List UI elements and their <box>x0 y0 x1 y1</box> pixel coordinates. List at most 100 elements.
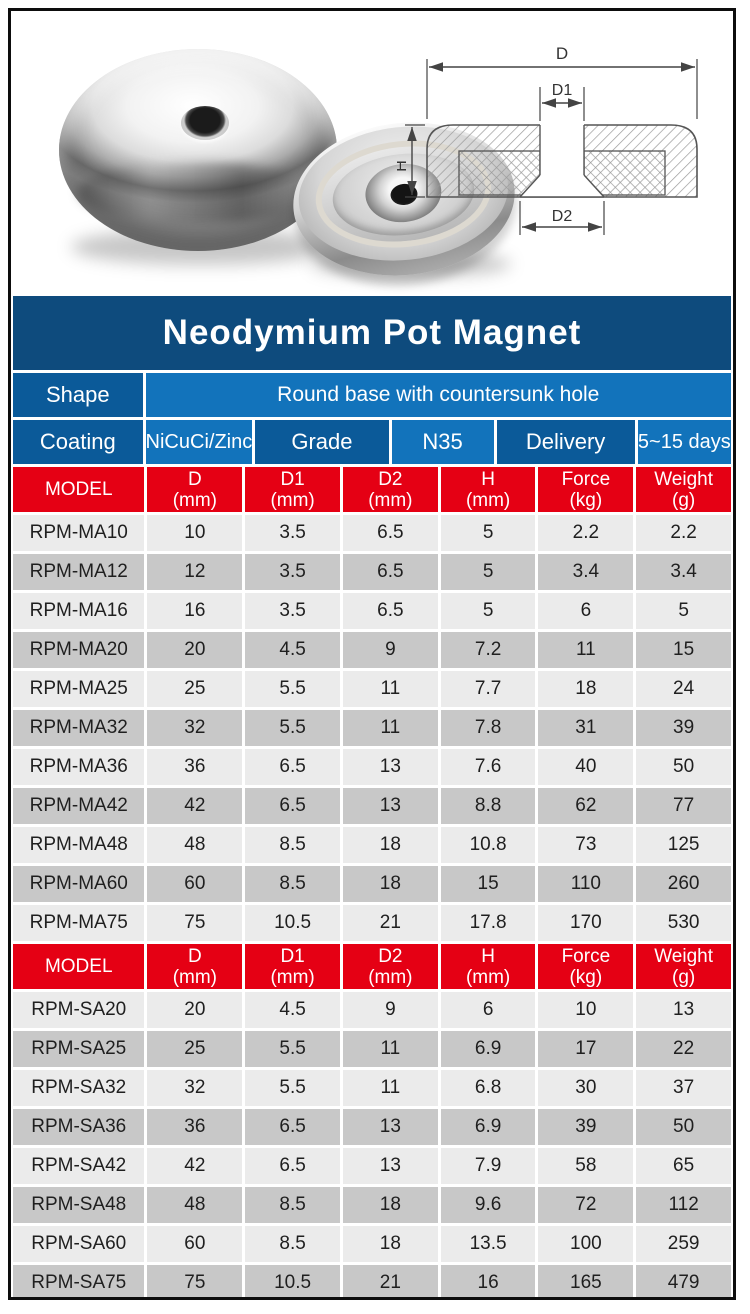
value-cell: 13 <box>342 749 438 785</box>
value-cell: 6.5 <box>245 788 340 824</box>
model-cell: RPM-SA20 <box>13 992 145 1028</box>
value-cell: 5 <box>440 554 536 590</box>
value-cell: 73 <box>538 827 634 863</box>
model-cell: RPM-MA60 <box>13 866 145 902</box>
column-header-weight: Weight (g) <box>636 467 731 512</box>
value-cell: 125 <box>636 827 731 863</box>
value-cell: 6.5 <box>245 1148 340 1184</box>
value-cell: 25 <box>147 1031 243 1067</box>
value-cell: 39 <box>636 710 731 746</box>
value-cell: 60 <box>147 866 243 902</box>
model-cell: RPM-SA36 <box>13 1109 145 1145</box>
value-cell: 11 <box>342 1031 438 1067</box>
model-cell: RPM-SA48 <box>13 1187 145 1223</box>
spec-panel: Neodymium Pot Magnet Shape Round base wi… <box>11 296 733 1297</box>
value-cell: 6.5 <box>245 1109 340 1145</box>
value-cell: 24 <box>636 671 731 707</box>
model-cell: RPM-MA20 <box>13 632 145 668</box>
value-cell: 13 <box>342 1109 438 1145</box>
value-cell: 4.5 <box>245 992 340 1028</box>
model-cell: RPM-SA25 <box>13 1031 145 1067</box>
spec-table-ma: MODEL D (mm) D1 (mm) D2 (mm) H (mm) Force (kg… <box>13 467 731 941</box>
dim-label-d: D <box>556 44 568 63</box>
value-cell: 77 <box>636 788 731 824</box>
value-cell: 5.5 <box>245 710 340 746</box>
value-cell: 65 <box>636 1148 731 1184</box>
value-cell: 8.5 <box>245 827 340 863</box>
value-cell: 75 <box>147 1265 243 1297</box>
value-cell: 8.8 <box>440 788 536 824</box>
value-cell: 62 <box>538 788 634 824</box>
model-cell: RPM-MA36 <box>13 749 145 785</box>
value-cell: 60 <box>147 1226 243 1262</box>
value-cell: 75 <box>147 905 243 941</box>
value-cell: 13 <box>342 788 438 824</box>
value-cell: 5 <box>636 593 731 629</box>
coating-value: NiCuCi/Zinc <box>145 420 253 464</box>
info-grid: Shape Round base with countersunk hole C… <box>13 373 731 464</box>
value-cell: 48 <box>147 827 243 863</box>
product-photo-section: D D1 H D2 <box>11 11 733 296</box>
column-header-h: H (mm) <box>440 467 536 512</box>
title-bar: Neodymium Pot Magnet <box>13 296 731 370</box>
dim-label-h: H <box>397 160 410 172</box>
column-header-d1: D1 (mm) <box>245 467 340 512</box>
value-cell: 6.8 <box>440 1070 536 1106</box>
value-cell: 110 <box>538 866 634 902</box>
value-cell: 10.8 <box>440 827 536 863</box>
value-cell: 530 <box>636 905 731 941</box>
value-cell: 11 <box>342 671 438 707</box>
value-cell: 6.5 <box>342 593 438 629</box>
value-cell: 5.5 <box>245 1070 340 1106</box>
value-cell: 39 <box>538 1109 634 1145</box>
value-cell: 11 <box>342 710 438 746</box>
value-cell: 40 <box>538 749 634 785</box>
value-cell: 259 <box>636 1226 731 1262</box>
value-cell: 8.5 <box>245 1187 340 1223</box>
value-cell: 479 <box>636 1265 731 1297</box>
value-cell: 9 <box>342 992 438 1028</box>
model-cell: RPM-MA75 <box>13 905 145 941</box>
column-header-weight: Weight (g) <box>636 944 731 989</box>
value-cell: 2.2 <box>538 515 634 551</box>
magnet-reflection <box>78 162 318 223</box>
magnet-body <box>59 49 337 251</box>
value-cell: 6 <box>440 992 536 1028</box>
dim-label-d1: D1 <box>552 82 573 99</box>
value-cell: 21 <box>342 905 438 941</box>
column-header-model: MODEL <box>13 944 145 989</box>
value-cell: 100 <box>538 1226 634 1262</box>
value-cell: 22 <box>636 1031 731 1067</box>
value-cell: 25 <box>147 671 243 707</box>
value-cell: 7.8 <box>440 710 536 746</box>
pot-magnet-photo-large <box>59 49 337 251</box>
value-cell: 2.2 <box>636 515 731 551</box>
grade-value: N35 <box>391 420 494 464</box>
column-header-d: D (mm) <box>147 467 243 512</box>
value-cell: 17.8 <box>440 905 536 941</box>
value-cell: 5 <box>440 593 536 629</box>
value-cell: 16 <box>440 1265 536 1297</box>
value-cell: 5 <box>440 515 536 551</box>
value-cell: 5.5 <box>245 1031 340 1067</box>
value-cell: 36 <box>147 1109 243 1145</box>
value-cell: 8.5 <box>245 1226 340 1262</box>
value-cell: 32 <box>147 710 243 746</box>
value-cell: 18 <box>342 1187 438 1223</box>
grade-label: Grade <box>255 420 389 464</box>
value-cell: 13 <box>342 1148 438 1184</box>
dimension-diagram: D D1 H D2 <box>397 44 698 235</box>
value-cell: 10.5 <box>245 1265 340 1297</box>
value-cell: 72 <box>538 1187 634 1223</box>
value-cell: 18 <box>342 1226 438 1262</box>
value-cell: 42 <box>147 1148 243 1184</box>
model-cell: RPM-SA75 <box>13 1265 145 1297</box>
value-cell: 8.5 <box>245 866 340 902</box>
value-cell: 36 <box>147 749 243 785</box>
value-cell: 16 <box>147 593 243 629</box>
value-cell: 7.2 <box>440 632 536 668</box>
value-cell: 21 <box>342 1265 438 1297</box>
value-cell: 260 <box>636 866 731 902</box>
value-cell: 18 <box>342 827 438 863</box>
value-cell: 50 <box>636 1109 731 1145</box>
